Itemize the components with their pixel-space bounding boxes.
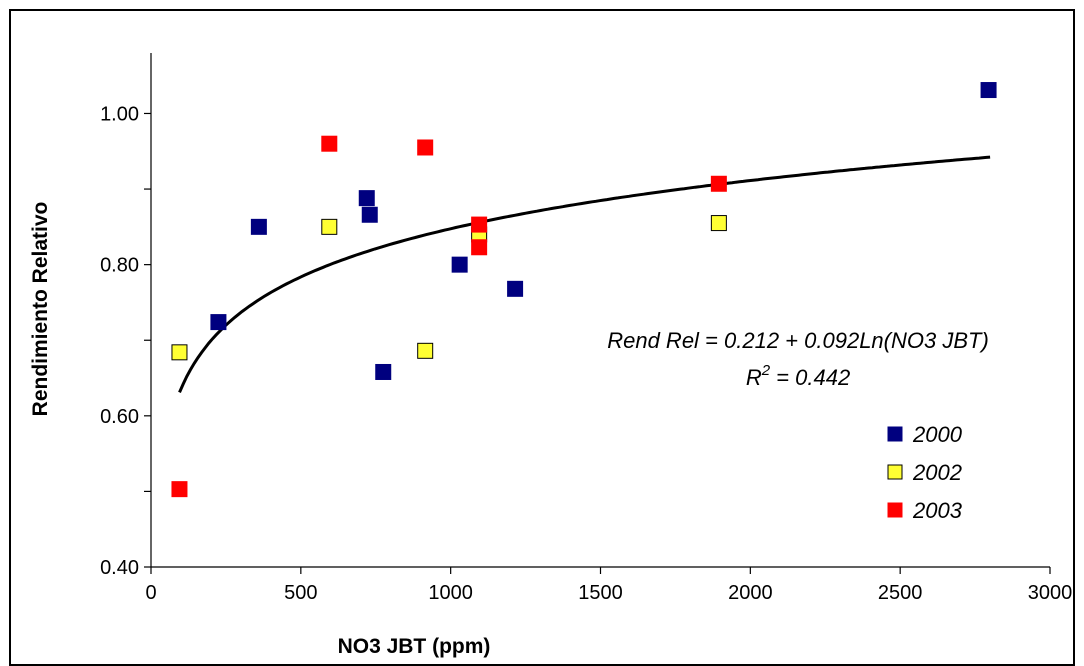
x-axis-title: NO3 JBT (ppm) <box>338 635 491 658</box>
y-tick-label: 0.40 <box>100 557 139 579</box>
x-tick-label: 2000 <box>728 582 773 604</box>
y-tick-label: 0.60 <box>100 406 139 428</box>
legend-marker-2000 <box>887 426 903 442</box>
legend-label-2003: 2003 <box>912 498 963 523</box>
y-tick-label: 1.00 <box>100 103 139 125</box>
chart-frame <box>9 9 1075 666</box>
x-tick-label: 2500 <box>878 582 923 604</box>
r-squared-letter: R <box>746 365 762 390</box>
point-2002 <box>417 342 434 359</box>
point-2002 <box>171 344 188 361</box>
point-2002 <box>710 215 727 232</box>
point-2002 <box>321 218 338 235</box>
point-2003 <box>321 135 338 152</box>
x-tick-label: 500 <box>284 582 317 604</box>
point-2000 <box>210 314 227 331</box>
point-2000 <box>375 363 392 380</box>
x-tick-label: 3000 <box>1028 582 1073 604</box>
point-2000 <box>980 82 997 99</box>
x-tick-label: 1500 <box>578 582 623 604</box>
x-tick-label: 1000 <box>428 582 473 604</box>
point-2000 <box>361 206 378 223</box>
legend: 2000 2002 2003 <box>887 422 963 523</box>
legend-marker-2002 <box>887 464 903 480</box>
legend-marker-2003 <box>887 502 903 518</box>
r-squared-annotation: R2 = 0.442 <box>746 362 850 390</box>
point-2003 <box>417 139 434 156</box>
equation-annotation: Rend Rel = 0.212 + 0.092Ln(NO3 JBT) <box>607 328 989 353</box>
point-2003 <box>471 216 488 233</box>
legend-label-2000: 2000 <box>912 422 963 447</box>
y-axis-title: Rendimiento Relativo <box>29 202 52 417</box>
legend-label-2002: 2002 <box>912 460 962 485</box>
point-2000 <box>507 280 524 297</box>
y-axis-ticks: 0.40 0.60 0.80 1.00 <box>100 103 151 579</box>
r-squared-value: = 0.442 <box>770 365 850 390</box>
point-2000 <box>451 256 468 273</box>
point-2003 <box>710 175 727 192</box>
y-tick-label: 0.80 <box>100 255 139 277</box>
x-tick-label: 0 <box>145 582 156 604</box>
point-2003 <box>471 239 488 256</box>
point-2000 <box>250 218 267 235</box>
r-squared-exponent: 2 <box>761 362 771 379</box>
trendline <box>178 155 991 394</box>
point-2003 <box>171 481 188 498</box>
point-2000 <box>358 190 375 207</box>
x-axis-ticks: 0 500 1000 1500 2000 2500 3000 <box>145 567 1072 604</box>
data-points <box>171 82 997 498</box>
